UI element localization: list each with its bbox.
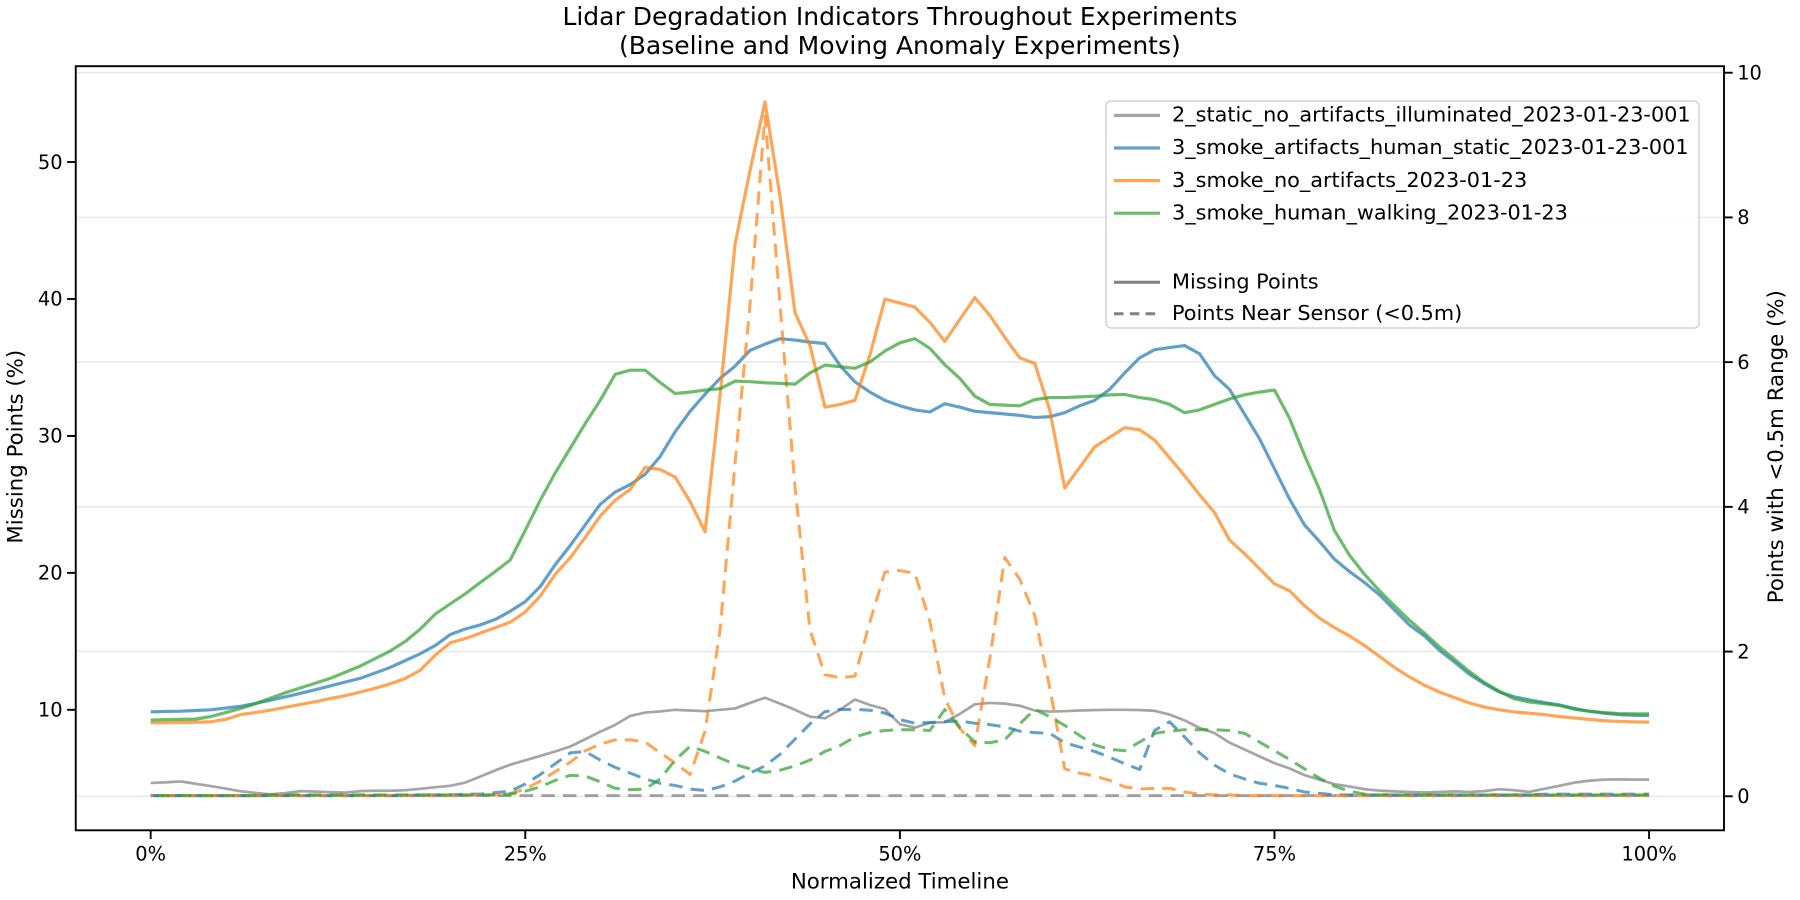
y-right-tick-label-4: 4	[1737, 496, 1749, 519]
chart-subtitle: (Baseline and Moving Anomaly Experiments…	[619, 31, 1181, 60]
x-tick-label-50: 50%	[878, 843, 921, 866]
legend-style-label-1: Points Near Sensor (<0.5m)	[1172, 301, 1462, 325]
series-layer	[150, 100, 1650, 798]
legend-label-0: 2_static_no_artifacts_illuminated_2023-0…	[1172, 103, 1691, 127]
series-line-7	[150, 707, 1650, 798]
y-right-tick-label-2: 2	[1737, 640, 1749, 663]
x-tick-label-100: 100%	[1621, 843, 1676, 866]
y-axis-right-label: Points with <0.5m Range (%)	[1764, 290, 1789, 603]
series-line-4	[150, 100, 1650, 725]
legend-style-label-0: Missing Points	[1172, 270, 1319, 294]
x-tick-label-0: 0%	[135, 843, 166, 866]
series-line-0	[150, 696, 1650, 796]
x-axis-label: Normalized Timeline	[791, 870, 1009, 895]
legend: 2_static_no_artifacts_illuminated_2023-0…	[1105, 100, 1700, 329]
y-left-tick-label-20: 20	[38, 562, 63, 585]
x-tick-label-75: 75%	[1253, 843, 1296, 866]
y-right-tick-label-6: 6	[1737, 351, 1749, 374]
chart-title: Lidar Degradation Indicators Throughout …	[562, 2, 1237, 31]
legend-label-1: 3_smoke_artifacts_human_static_2023-01-2…	[1172, 135, 1689, 159]
series-line-2	[150, 337, 1650, 718]
y-left-tick-label-30: 30	[38, 425, 63, 448]
legend-box	[1105, 100, 1700, 329]
x-tick-label-25: 25%	[504, 843, 547, 866]
y-right-tick-label-8: 8	[1737, 206, 1749, 229]
y-axis-left-label: Missing Points (%)	[4, 350, 29, 544]
legend-label-2: 3_smoke_no_artifacts_2023-01-23	[1172, 168, 1527, 192]
y-right-tick-label-0: 0	[1737, 785, 1749, 808]
legend-label-3: 3_smoke_human_walking_2023-01-23	[1172, 200, 1568, 224]
y-left-tick-label-10: 10	[38, 698, 63, 721]
axes-layer: 0% 25% 50% 75% 100% 10 20 30 40 50 0 2 4 6 8 10	[38, 61, 1762, 865]
series-line-6	[150, 337, 1650, 722]
y-left-tick-label-40: 40	[38, 288, 63, 311]
y-right-tick-label-10: 10	[1737, 61, 1762, 84]
y-left-tick-label-50: 50	[38, 151, 63, 174]
